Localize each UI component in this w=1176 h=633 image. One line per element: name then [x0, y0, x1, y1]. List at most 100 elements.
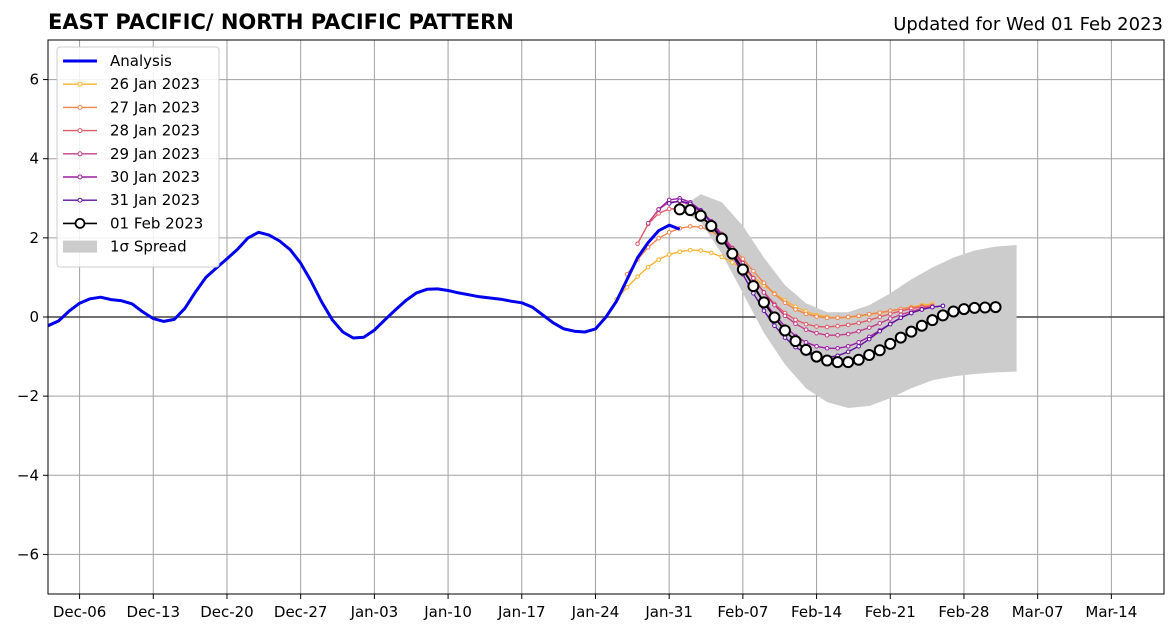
- spread-band: [679, 194, 1017, 408]
- legend-label: 26 Jan 2023: [110, 75, 200, 93]
- x-tick-label: Jan-03: [350, 603, 399, 621]
- series-point: [845, 343, 851, 349]
- series-point: [824, 332, 830, 338]
- series-point: [694, 209, 707, 222]
- analysis-line: [48, 223, 681, 340]
- series-point: [835, 315, 840, 321]
- series-point: [887, 316, 893, 321]
- legend-label: 01 Feb 2023: [110, 214, 203, 232]
- series-point: [635, 274, 640, 279]
- series-point: [772, 323, 777, 329]
- series-point: [824, 345, 830, 351]
- series-point: [747, 280, 760, 293]
- series-point: [989, 301, 1002, 314]
- chart-title: EAST PACIFIC/ NORTH PACIFIC PATTERN: [48, 10, 514, 34]
- legend-marker: [77, 81, 83, 87]
- x-tick-label: Jan-24: [571, 603, 620, 621]
- x-tick-label: Dec-27: [274, 603, 328, 621]
- series-point: [887, 311, 893, 317]
- legend-box: [56, 46, 220, 268]
- series-point: [814, 330, 819, 336]
- series-point: [898, 308, 904, 314]
- x-tick-label: Feb-14: [791, 603, 842, 621]
- y-tick-label: 4: [29, 150, 39, 168]
- series-point: [772, 291, 777, 297]
- series-point: [757, 296, 770, 309]
- series-point: [803, 327, 809, 332]
- x-tick-label: Mar-07: [1012, 603, 1064, 621]
- series-point: [730, 260, 735, 265]
- series-point: [803, 321, 809, 327]
- series-point: [793, 307, 798, 312]
- series-point: [957, 303, 970, 316]
- series-point: [856, 343, 861, 349]
- legend-label: 29 Jan 2023: [110, 145, 200, 163]
- x-tick-label: Feb-07: [717, 603, 768, 621]
- legend-marker: [74, 217, 86, 229]
- x-tick-label: Feb-21: [865, 603, 916, 621]
- series-point: [845, 314, 851, 320]
- series-point: [684, 204, 697, 217]
- series-point: [736, 263, 749, 276]
- series-point: [919, 307, 925, 312]
- series-point: [866, 317, 872, 323]
- series-point: [666, 230, 672, 235]
- series-point: [708, 250, 714, 256]
- series-point: [666, 252, 672, 257]
- series-point: [877, 328, 883, 334]
- series-point: [968, 301, 981, 314]
- y-tick-label: −2: [17, 387, 39, 405]
- series-point: [635, 241, 640, 247]
- x-tick-label: Dec-20: [200, 603, 254, 621]
- series-point: [842, 356, 855, 369]
- y-tick-label: −4: [17, 466, 39, 484]
- legend-marker: [77, 197, 83, 203]
- series-point: [793, 321, 798, 327]
- series-point: [687, 224, 693, 229]
- series-point: [894, 331, 907, 344]
- series-point: [761, 290, 767, 295]
- series-point: [979, 301, 992, 314]
- series-point: [761, 308, 767, 313]
- series-point: [656, 235, 661, 241]
- series-point: [751, 275, 756, 281]
- legend-label: 27 Jan 2023: [110, 98, 200, 116]
- x-tick-label: Feb-28: [938, 603, 989, 621]
- legend-label: 1σ Spread: [110, 238, 187, 256]
- series-point: [905, 325, 918, 338]
- axis-ticks: Dec-06 Dec-13 Dec-20 Dec-27 Jan-03 Jan-10 Jan-…: [17, 71, 1137, 621]
- series-point: [673, 203, 686, 216]
- series-point: [778, 324, 791, 337]
- series-point: [751, 268, 756, 274]
- series-point: [824, 315, 830, 321]
- y-tick-label: 0: [29, 308, 39, 326]
- series-point: [624, 285, 630, 290]
- series-point: [887, 321, 893, 327]
- x-tick-label: Jan-10: [423, 603, 472, 621]
- series-point: [814, 314, 819, 319]
- series-point: [810, 350, 823, 363]
- chart-subtitle: Updated for Wed 01 Feb 2023: [893, 14, 1163, 35]
- series-point: [866, 325, 872, 330]
- legend-marker: [77, 151, 83, 157]
- series-point: [726, 247, 739, 260]
- series-point: [873, 344, 886, 357]
- series-point: [835, 345, 840, 351]
- series-point: [852, 353, 865, 366]
- series-point: [845, 322, 851, 328]
- series-point: [698, 224, 704, 230]
- series-point: [898, 315, 904, 321]
- y-tick-label: 6: [29, 71, 39, 89]
- series-point: [814, 343, 819, 349]
- series-point: [645, 220, 651, 226]
- series-point: [803, 311, 809, 317]
- series-point: [856, 328, 861, 334]
- series-point: [909, 310, 914, 316]
- series-point: [856, 320, 861, 326]
- y-tick-label: 2: [29, 229, 39, 247]
- series-point: [715, 232, 728, 245]
- series-point: [877, 310, 883, 315]
- series-point: [800, 343, 813, 356]
- x-tick-label: Mar-14: [1085, 603, 1137, 621]
